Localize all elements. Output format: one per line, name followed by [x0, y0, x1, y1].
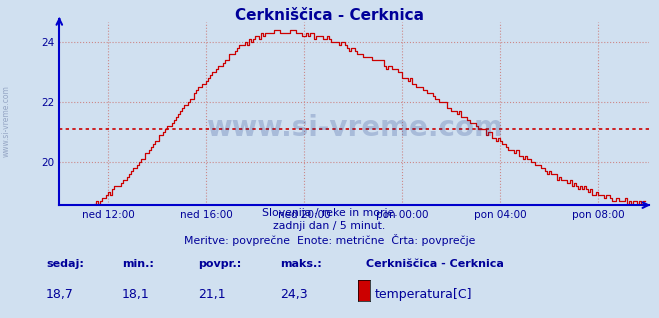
Text: Meritve: povprečne  Enote: metrične  Črta: povprečje: Meritve: povprečne Enote: metrične Črta:… [184, 234, 475, 246]
Text: min.:: min.: [122, 259, 154, 269]
Text: sedaj:: sedaj: [46, 259, 84, 269]
Text: temperatura[C]: temperatura[C] [374, 288, 472, 301]
Text: Cerkniščica - Cerknica: Cerkniščica - Cerknica [235, 8, 424, 23]
Text: 24,3: 24,3 [280, 288, 308, 301]
Text: Cerkniščica - Cerknica: Cerkniščica - Cerknica [366, 259, 503, 269]
Text: 18,7: 18,7 [46, 288, 74, 301]
Text: povpr.:: povpr.: [198, 259, 241, 269]
Text: www.si-vreme.com: www.si-vreme.com [206, 114, 503, 142]
Text: www.si-vreme.com: www.si-vreme.com [1, 85, 11, 157]
Text: maks.:: maks.: [280, 259, 322, 269]
Text: 21,1: 21,1 [198, 288, 225, 301]
Text: zadnji dan / 5 minut.: zadnji dan / 5 minut. [273, 221, 386, 231]
Text: Slovenija / reke in morje.: Slovenija / reke in morje. [262, 208, 397, 218]
Text: 18,1: 18,1 [122, 288, 150, 301]
